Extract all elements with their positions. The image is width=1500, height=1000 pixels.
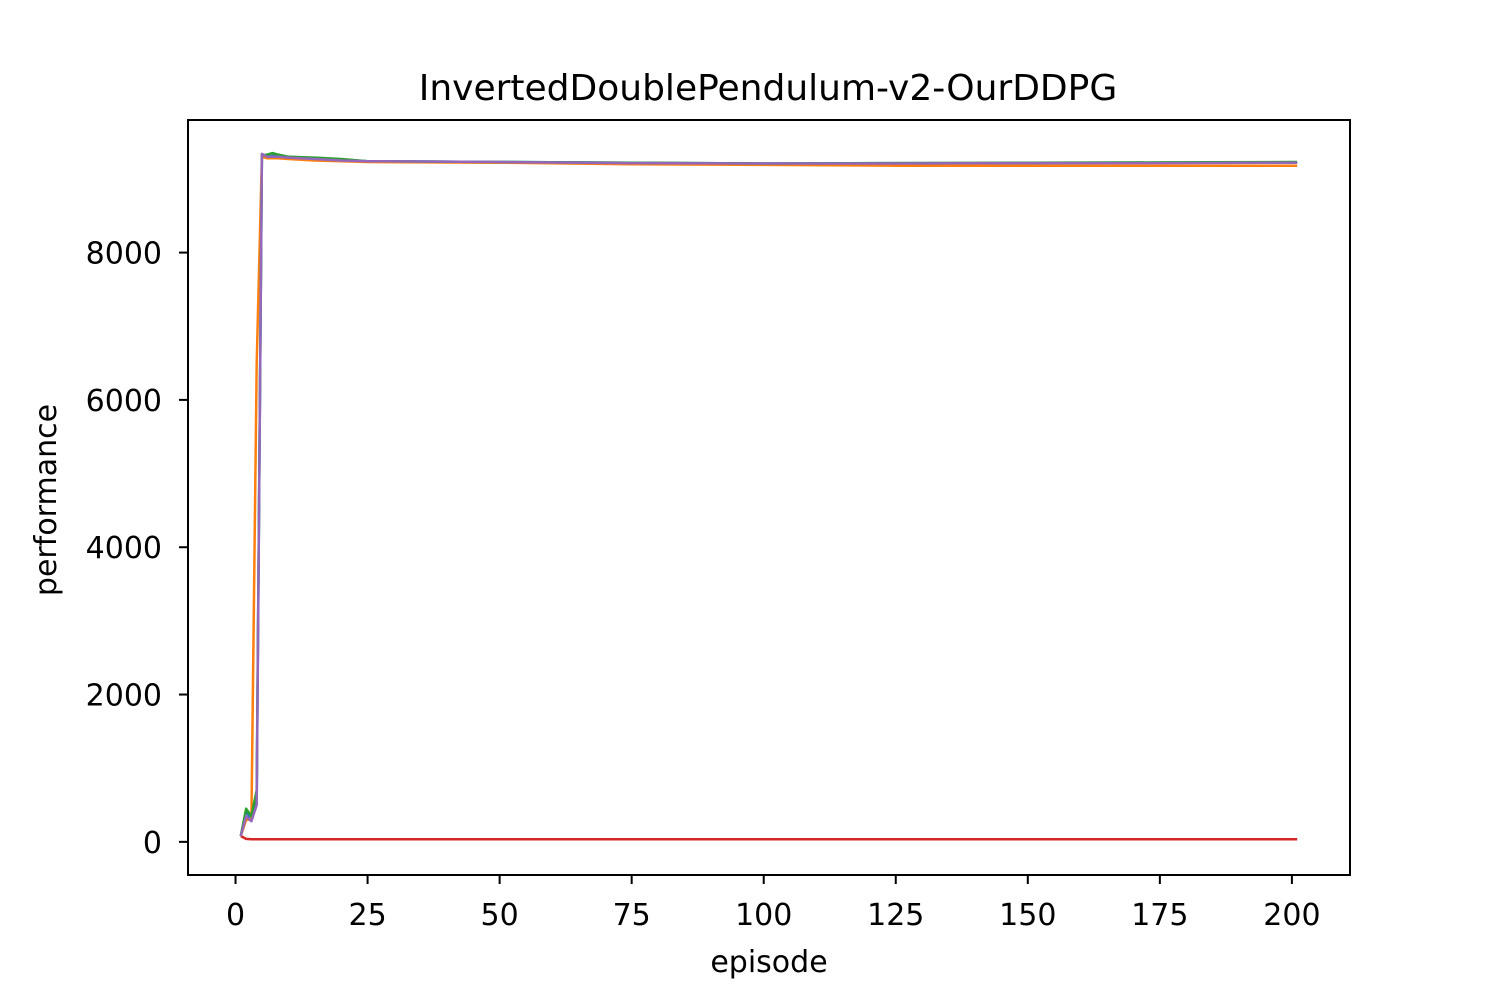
x-tick-label: 175 bbox=[1131, 898, 1188, 933]
series-line-5 bbox=[239, 152, 1298, 837]
y-tick-label: 6000 bbox=[86, 384, 162, 419]
chart-title: InvertedDoublePendulum-v2-OurDDPG bbox=[419, 68, 1118, 109]
y-axis-label: performance bbox=[29, 404, 64, 596]
x-tick-label: 75 bbox=[613, 898, 651, 933]
x-tick-label: 100 bbox=[735, 898, 792, 933]
x-tick-label: 150 bbox=[999, 898, 1056, 933]
x-tick-label: 125 bbox=[867, 898, 924, 933]
y-tick-label: 2000 bbox=[86, 679, 162, 714]
x-axis: 0 25 50 75 100 125 150 175 200 bbox=[226, 875, 1321, 933]
y-axis: 0 2000 4000 6000 8000 bbox=[86, 237, 188, 861]
x-tick-label: 0 bbox=[226, 898, 245, 933]
y-tick-label: 0 bbox=[143, 826, 162, 861]
series-layer bbox=[239, 151, 1298, 841]
y-tick-label: 4000 bbox=[86, 531, 162, 566]
series-line-4 bbox=[240, 834, 1298, 841]
plot-frame bbox=[187, 119, 1351, 876]
x-axis-label: episode bbox=[710, 945, 827, 980]
x-tick-label: 50 bbox=[481, 898, 519, 933]
y-tick-label: 8000 bbox=[86, 237, 162, 272]
x-tick-label: 200 bbox=[1263, 898, 1320, 933]
x-tick-label: 25 bbox=[348, 898, 386, 933]
